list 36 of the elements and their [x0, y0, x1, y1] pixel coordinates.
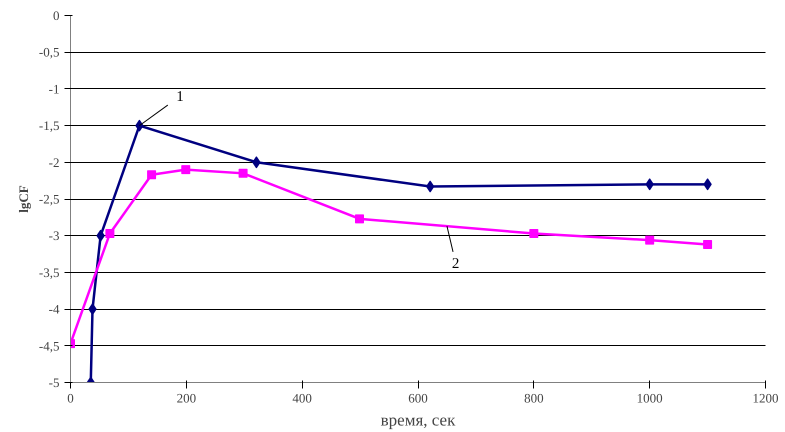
x-axis-title: время, сек [380, 410, 456, 430]
y-tick-label: 0 [53, 8, 60, 23]
y-tick-label: -3,5 [38, 264, 60, 280]
y-tick-label: -4 [48, 302, 60, 317]
point [703, 240, 712, 250]
annotation: 2 [452, 256, 460, 272]
y-tick-label: -0,5 [38, 44, 60, 60]
point [529, 229, 538, 238]
y-tick-label: -3 [48, 228, 60, 244]
point [645, 236, 654, 245]
y-tick-label: -1,5 [38, 118, 60, 134]
point [181, 165, 190, 174]
point [703, 178, 712, 190]
x-tick-label: 400 [292, 390, 312, 406]
point [105, 229, 114, 238]
y-tick-label: -5 [48, 375, 60, 390]
y-tick-label: -2 [48, 154, 60, 170]
x-tick-label: 0 [67, 390, 74, 406]
x-tick-label: 1000 [636, 390, 663, 406]
point [355, 214, 364, 224]
point [147, 170, 156, 180]
point [252, 156, 261, 168]
y-tick-label: -2,5 [38, 192, 60, 206]
point [238, 168, 248, 178]
x-tick-label: 800 [524, 390, 544, 406]
x-tick-label: 600 [408, 390, 428, 406]
point [96, 230, 105, 242]
x-tick-label: 1200 [752, 390, 778, 406]
y-tick-label: -1 [48, 81, 60, 96]
y-tick-label: -4,5 [38, 338, 60, 354]
annotation: 1 [176, 89, 184, 106]
point [88, 303, 97, 316]
y-axis-title: lgCF [16, 185, 31, 213]
point [426, 180, 434, 193]
point [135, 120, 144, 132]
x-tick-label: 200 [176, 390, 196, 406]
